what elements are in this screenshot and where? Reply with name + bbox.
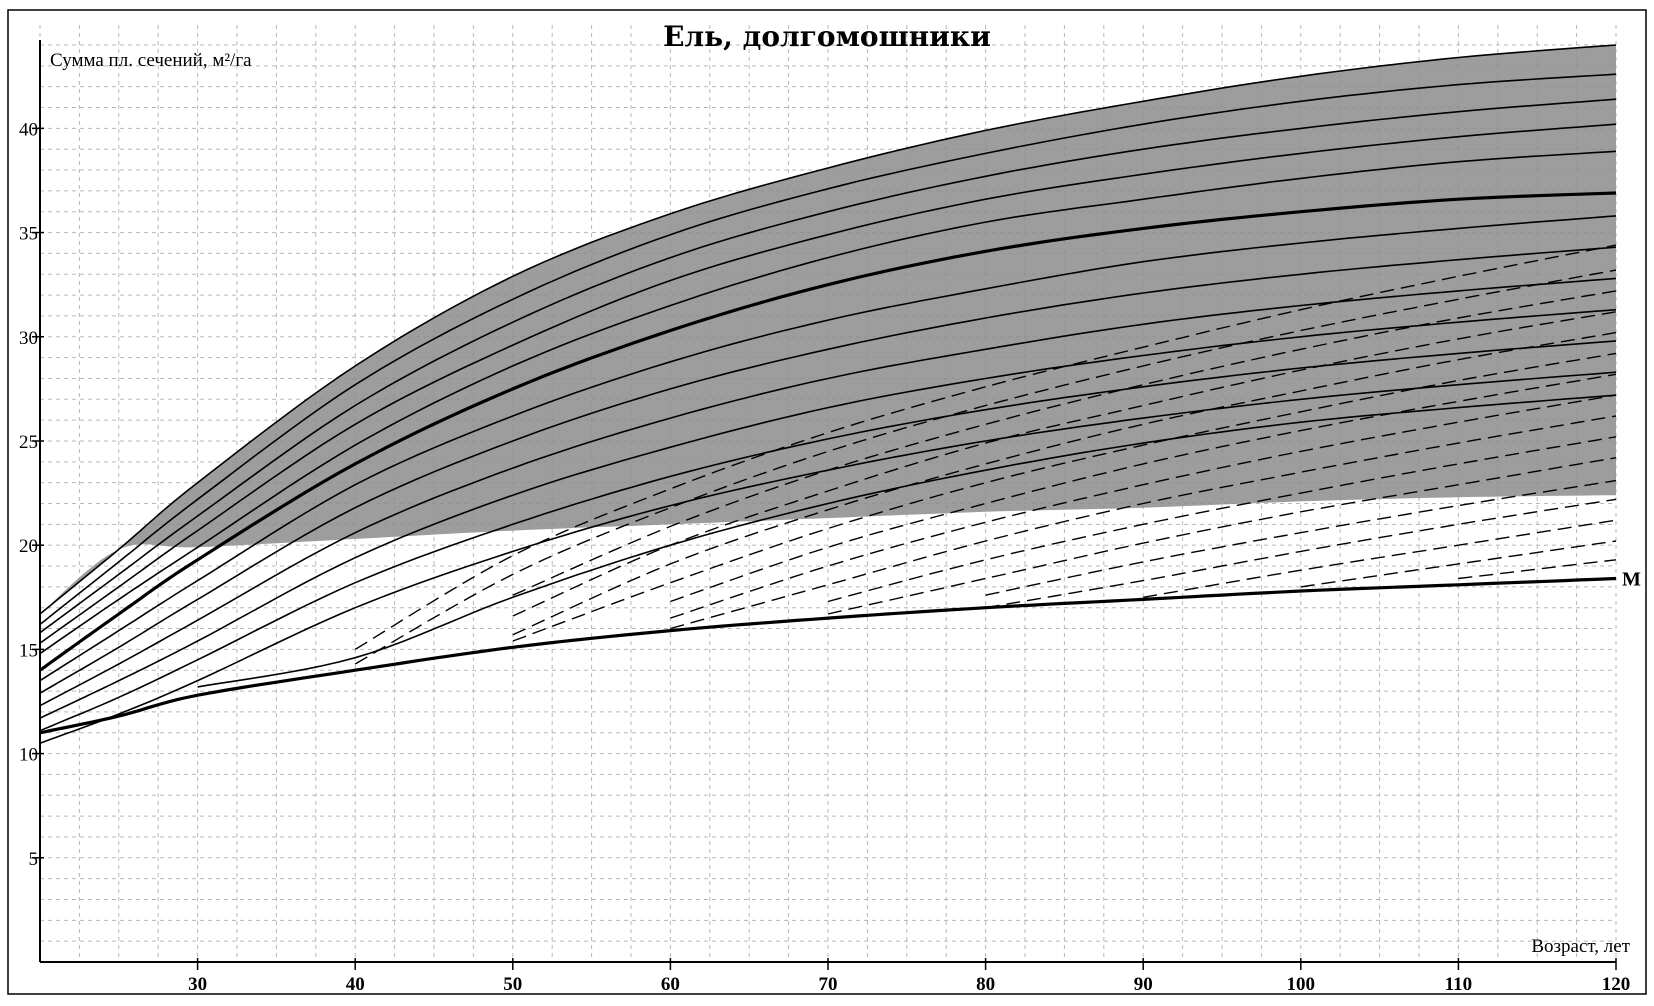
series-line-19 [512, 331, 1617, 636]
series-line-2 [39, 73, 1617, 626]
y-tick-label: 40 [19, 119, 38, 140]
series-line-1 [39, 44, 1617, 615]
tick-labels: 30 40 50 60 70 80 90 100 110 120 5 10 15 20 25 30 35 40 [19, 119, 1630, 995]
series-line-8 [39, 246, 1617, 694]
x-tick-label: 40 [346, 974, 365, 995]
series-line-6 [39, 191, 1617, 672]
series-line-21 [670, 373, 1617, 603]
x-tick-label: 80 [976, 974, 995, 995]
series-line-4 [39, 123, 1617, 644]
series-line-3 [39, 98, 1617, 634]
series-group [39, 44, 1617, 744]
series-line-25 [827, 457, 1617, 615]
chart-title: Ель, долгомошники [663, 20, 991, 53]
y-axis-label: Сумма пл. сечений, м²/га [50, 50, 252, 71]
y-tick-label: 25 [19, 432, 38, 453]
x-tick-label: 30 [188, 974, 207, 995]
series-line-28 [1143, 519, 1617, 598]
y-tick-label: 20 [19, 536, 38, 557]
series-line-16 [354, 269, 1617, 665]
series-line-30 [1458, 559, 1617, 580]
y-tick-label: 30 [19, 328, 38, 349]
x-tick-label: 70 [819, 974, 838, 995]
chart-frame [7, 9, 1647, 995]
series-label-m: M [1622, 569, 1641, 591]
series-line-17 [512, 290, 1617, 596]
series-line-20 [512, 352, 1617, 642]
y-tick-label: 35 [19, 224, 38, 245]
series-line-7 [39, 215, 1617, 682]
series-line-10 [39, 308, 1617, 719]
y-tick-label: 5 [29, 849, 39, 870]
x-tick-label: 100 [1287, 974, 1316, 995]
series-line-22 [670, 394, 1617, 619]
x-tick-label: 110 [1445, 974, 1472, 995]
series-line-15 [354, 244, 1617, 650]
series-line-14 [39, 576, 1617, 735]
series-line-5 [39, 150, 1617, 655]
series-line-23 [670, 415, 1617, 630]
y-tick-label: 10 [19, 745, 38, 766]
series-line-18 [512, 311, 1617, 617]
series-line-9 [39, 277, 1617, 707]
series-line-24 [827, 436, 1617, 603]
y-tick-label: 15 [19, 640, 38, 661]
series-line-29 [1300, 540, 1617, 588]
x-tick-label: 120 [1602, 974, 1631, 995]
series-line-26 [985, 479, 1617, 596]
series-line-12 [39, 371, 1617, 744]
x-tick-label: 50 [503, 974, 522, 995]
series-line-27 [985, 498, 1617, 609]
x-tick-label: 90 [1134, 974, 1153, 995]
x-tick-label: 60 [661, 974, 680, 995]
series-line-11 [39, 340, 1617, 732]
x-axis-label: Возраст, лет [1531, 936, 1630, 957]
